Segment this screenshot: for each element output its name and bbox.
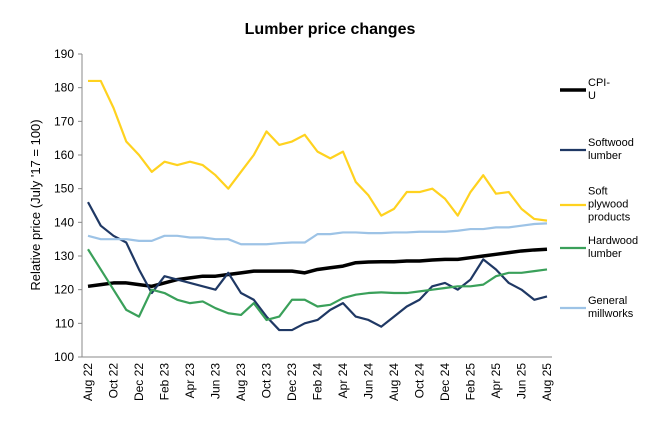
legend-label: General millworks: [588, 295, 634, 320]
series-line: [87, 222, 548, 246]
series-line: [87, 248, 548, 322]
x-tick-label: Feb 25: [464, 363, 478, 401]
x-tick-label: Apr 23: [183, 363, 197, 399]
chart-title: Lumber price changes: [245, 21, 416, 38]
x-tick-label: Oct 22: [107, 363, 121, 399]
x-tick-label: Feb 24: [311, 363, 325, 401]
y-tick-label: 110: [55, 316, 74, 330]
y-tick-label: 160: [54, 148, 74, 162]
legend-label: Soft plywood products: [588, 185, 631, 224]
x-tick-label: Aug 22: [81, 363, 95, 401]
x-tick-label: Oct 23: [260, 363, 274, 399]
y-tick-label: 130: [54, 249, 74, 263]
x-tick-label: Dec 22: [132, 363, 146, 401]
x-tick-label: Dec 23: [285, 363, 299, 401]
x-tick-label: Aug 23: [234, 363, 248, 401]
x-tick-label: Dec 24: [438, 363, 452, 401]
x-tick-label: Feb 23: [158, 363, 172, 401]
x-tick-label: Jun 24: [362, 363, 376, 399]
y-tick-label: 190: [54, 47, 74, 61]
x-tick-label: Aug 24: [387, 363, 401, 401]
x-tick-label: Apr 24: [336, 363, 350, 399]
series-line: [87, 247, 548, 289]
x-tick-label: Jun 23: [209, 363, 223, 399]
series-line: [87, 201, 548, 332]
y-tick-label: 120: [54, 283, 74, 297]
x-tick-label: Apr 25: [489, 363, 503, 399]
series-line: [88, 79, 548, 222]
legend-label: CPI-U: [588, 77, 610, 102]
y-tick-label: 170: [54, 114, 74, 128]
y-tick-label: 180: [54, 81, 74, 95]
x-tick-label: Oct 24: [413, 363, 427, 399]
legend-label: Hardwood lumber: [588, 235, 639, 260]
y-axis-label: Relative price (July '17 = 100): [28, 119, 43, 290]
y-tick-label: 150: [54, 182, 74, 196]
legend-label: Softwood lumber: [588, 137, 634, 162]
x-tick-label: Aug 25: [540, 363, 554, 401]
x-tick-label: Jun 25: [515, 363, 529, 399]
y-tick-label: 140: [54, 215, 74, 229]
y-tick-label: 100: [54, 350, 74, 364]
